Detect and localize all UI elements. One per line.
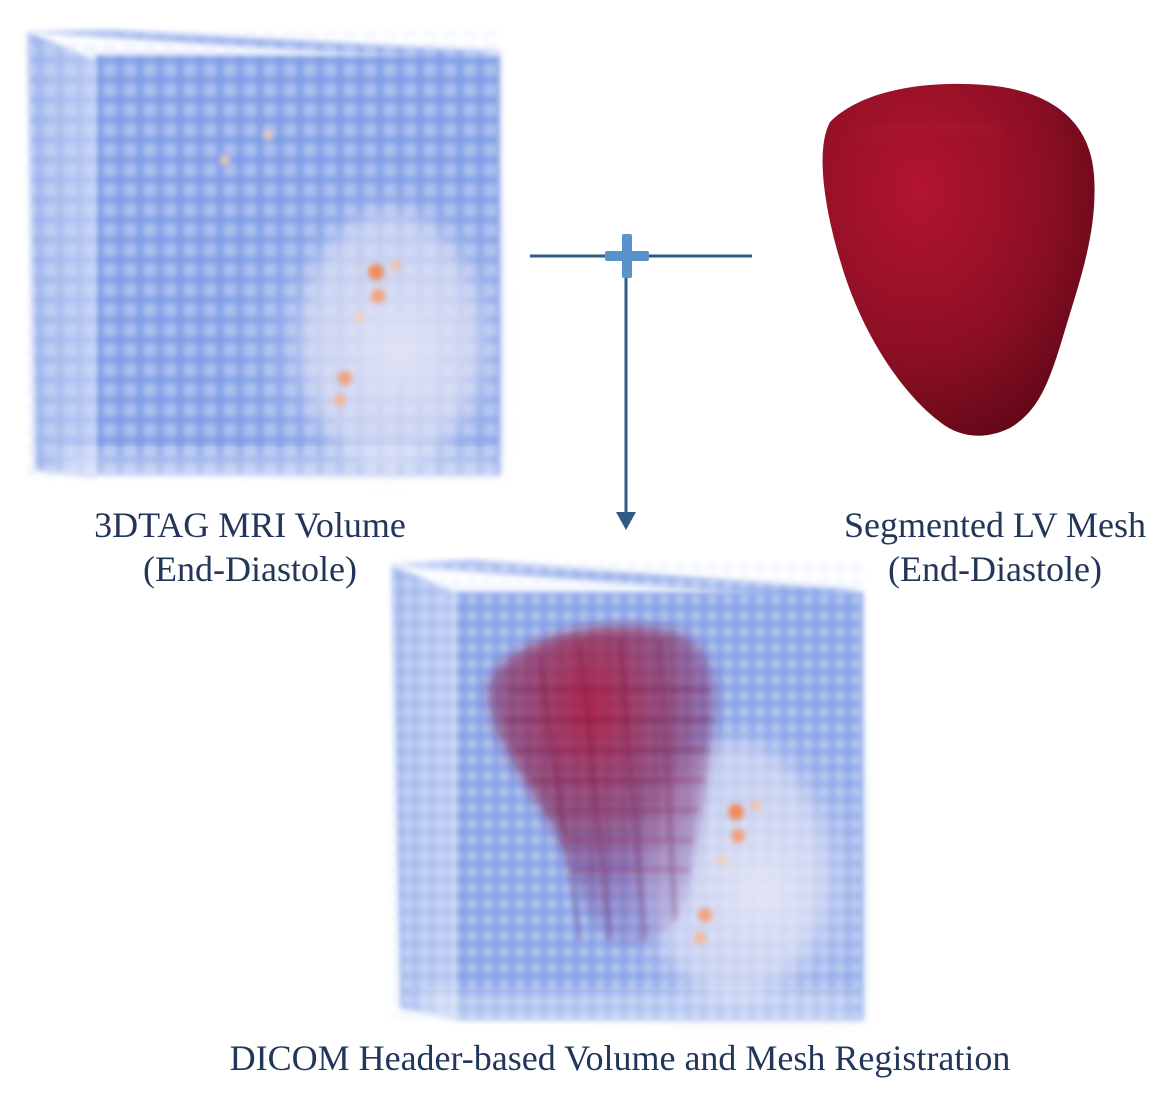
lv-mesh-phase: (End-Diastole) <box>888 549 1102 589</box>
mri-volume-phase: (End-Diastole) <box>143 549 357 589</box>
lv-mesh-label: Segmented LV Mesh (End-Diastole) <box>800 503 1176 591</box>
hot-spots <box>220 130 401 406</box>
mri-volume-label: 3DTAG MRI Volume (End-Diastole) <box>20 503 480 591</box>
connector <box>530 234 752 530</box>
lv-mesh-title: Segmented LV Mesh <box>844 505 1146 545</box>
down-arrow-icon <box>616 512 636 530</box>
overlaid-lv-mesh <box>487 626 717 945</box>
registration-label: DICOM Header-based Volume and Mesh Regis… <box>229 1038 1011 1078</box>
hot-spots-registered <box>694 801 761 944</box>
mri-volume-title: 3DTAG MRI Volume <box>94 505 406 545</box>
plus-icon <box>605 234 649 278</box>
registered-volume-cube <box>392 560 863 1030</box>
mri-volume-cube <box>28 30 505 490</box>
lv-mesh <box>822 83 1095 436</box>
